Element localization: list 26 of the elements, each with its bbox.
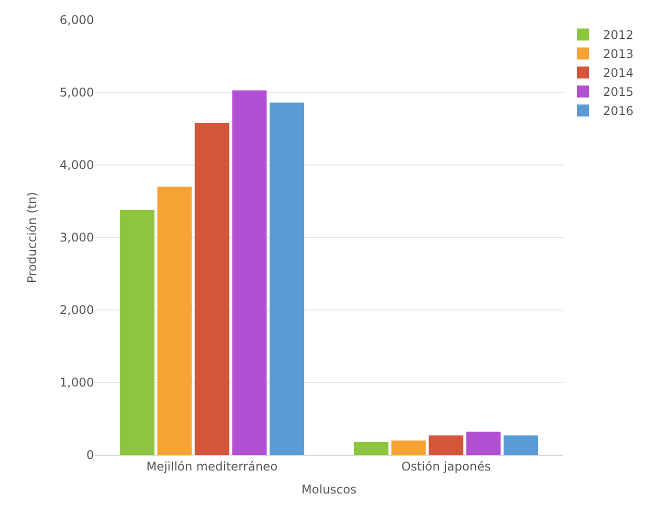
bar bbox=[428, 435, 464, 455]
legend-label: 2015 bbox=[603, 85, 634, 100]
legend-label: 2016 bbox=[603, 104, 634, 118]
bar bbox=[504, 435, 538, 455]
bar bbox=[120, 210, 154, 455]
bar bbox=[157, 186, 192, 455]
y-tick-label: 0 bbox=[86, 448, 94, 462]
x-axis-title: Moluscos bbox=[301, 482, 357, 496]
bar bbox=[354, 442, 388, 455]
bar bbox=[391, 440, 426, 455]
x-tick-label: Ostión japonés bbox=[401, 459, 491, 474]
y-axis-title: Producción (tn) bbox=[24, 192, 39, 284]
y-tick-label: 1,000 bbox=[60, 376, 94, 390]
x-tick-label: Mejillón mediterráneo bbox=[146, 459, 278, 474]
y-tick-label: 3,000 bbox=[60, 230, 94, 245]
bar bbox=[466, 432, 501, 455]
y-tick-label: 4,000 bbox=[60, 158, 94, 172]
legend-label: 2012 bbox=[603, 28, 634, 42]
bar bbox=[232, 90, 267, 455]
legend-label: 2013 bbox=[603, 47, 634, 62]
y-tick-label: 5,000 bbox=[60, 86, 94, 100]
bar bbox=[194, 122, 230, 455]
bar bbox=[270, 102, 304, 455]
legend-label: 2014 bbox=[603, 66, 634, 80]
y-tick-label: 6,000 bbox=[60, 13, 94, 28]
y-tick-label: 2,000 bbox=[60, 303, 94, 318]
